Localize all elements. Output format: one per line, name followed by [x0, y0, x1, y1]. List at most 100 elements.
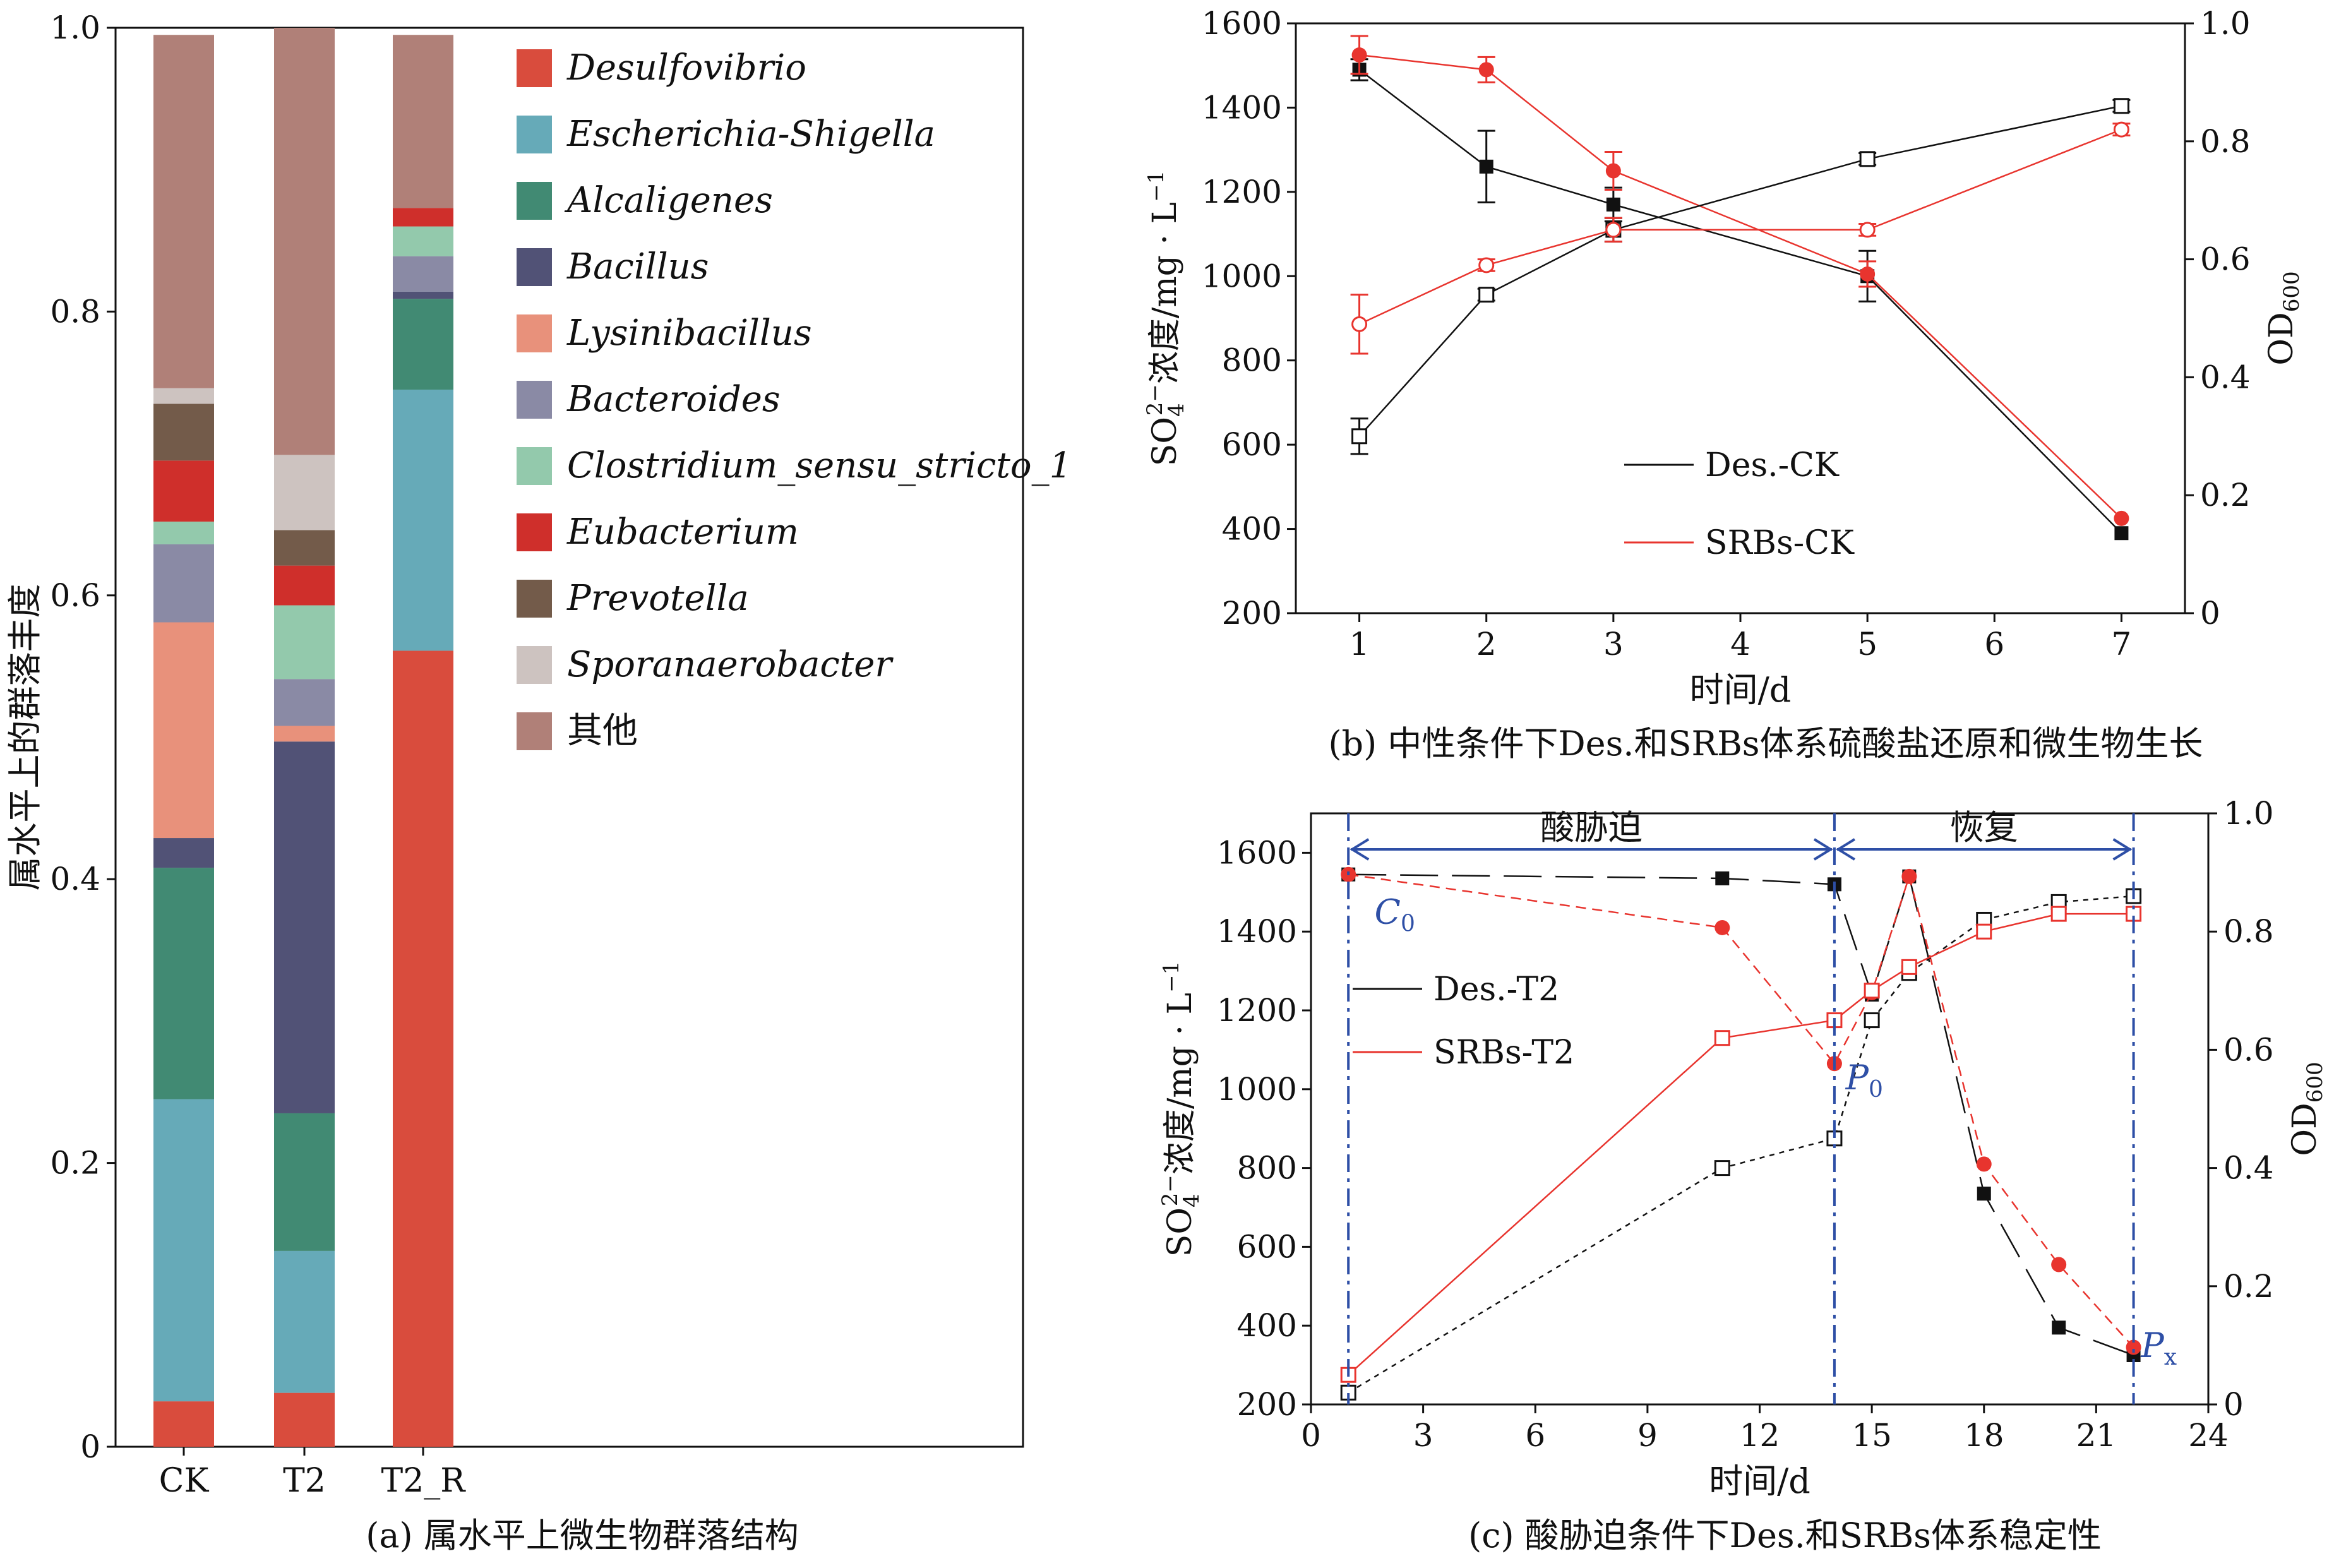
- y-tick-label: 0: [80, 1428, 100, 1465]
- data-point: [1714, 1030, 1730, 1046]
- x-tick-label: 0: [1301, 1417, 1321, 1454]
- data-point: [1860, 266, 1876, 282]
- phase-label: 恢复: [1950, 808, 2018, 847]
- y-tick-label: 0.4: [50, 861, 100, 897]
- legend-label: Eubacterium: [566, 512, 799, 553]
- panel-caption: (c) 酸胁迫条件下Des.和SRBs体系稳定性: [1468, 1516, 2102, 1555]
- y2-tick-label: 0.6: [2223, 1031, 2274, 1068]
- y-tick-label: 1600: [1217, 834, 1297, 871]
- data-point: [1478, 257, 1495, 273]
- bar-segment: [274, 455, 335, 530]
- bar-segment: [153, 622, 214, 839]
- data-point: [1901, 868, 1917, 884]
- y-tick-label: 600: [1222, 426, 1282, 463]
- bar-segment: [393, 650, 453, 1447]
- bar-segment: [393, 208, 453, 227]
- data-point: [2113, 121, 2129, 138]
- x-axis-label: 时间/d: [1709, 1461, 1810, 1501]
- y-axis-label: SO42−浓度/mg · L−1: [1158, 961, 1204, 1257]
- y-tick-label: 1400: [1202, 89, 1282, 126]
- y-tick-label: 200: [1237, 1386, 1297, 1423]
- legend-swatch: [517, 712, 552, 750]
- bar-segment: [393, 389, 453, 651]
- data-point: [1351, 47, 1367, 63]
- legend-label: Clostridium_sensu_stricto_1: [567, 445, 1072, 486]
- y-tick-label: 800: [1237, 1150, 1297, 1187]
- y-tick-label: 0.8: [50, 293, 100, 330]
- y2-tick-label: 1.0: [2223, 795, 2274, 832]
- data-point: [2050, 906, 2067, 922]
- x-tick-label: T2: [283, 1462, 326, 1500]
- y-tick-label: 1000: [1202, 258, 1282, 294]
- x-tick-label: 2: [1476, 626, 1497, 662]
- y-tick-label: 1000: [1217, 1071, 1297, 1108]
- data-point: [2113, 98, 2129, 114]
- legend-swatch: [517, 49, 552, 87]
- x-tick-label: 1: [1350, 626, 1370, 662]
- bar-segment: [274, 565, 335, 606]
- y2-tick-label: 0: [2223, 1386, 2244, 1423]
- y2-tick-label: 0.2: [2223, 1268, 2274, 1305]
- legend-swatch: [517, 646, 552, 684]
- legend-label: Escherichia-Shigella: [566, 114, 935, 155]
- data-point: [2051, 1257, 2067, 1272]
- data-point: [1859, 151, 1876, 167]
- y-tick-label: 1200: [1202, 174, 1282, 210]
- bar-segment: [274, 1113, 335, 1251]
- data-point: [1859, 222, 1876, 238]
- legend-label: Desulfovibrio: [566, 47, 806, 88]
- x-tick-label: 21: [2076, 1417, 2117, 1454]
- data-point: [1606, 197, 1620, 212]
- data-point: [1605, 222, 1622, 238]
- data-point: [1901, 959, 1917, 975]
- legend-label: Alcaligenes: [564, 180, 773, 221]
- legend-label: Prevotella: [566, 578, 749, 619]
- data-point: [2126, 1339, 2141, 1355]
- y-tick-label: 1200: [1217, 992, 1297, 1029]
- data-point: [1715, 919, 1730, 935]
- y-tick-label: 0.6: [50, 577, 100, 614]
- y2-tick-label: 0.2: [2200, 477, 2251, 513]
- bar-segment: [393, 35, 453, 208]
- y2-tick-label: 1.0: [2200, 5, 2251, 42]
- x-tick-label: 6: [1984, 626, 2004, 662]
- legend-label: 其他: [567, 710, 638, 751]
- data-point: [2114, 526, 2129, 541]
- data-point: [1864, 1012, 1880, 1029]
- bar-segment: [153, 838, 214, 868]
- phase-arrowhead-left: [1350, 838, 1370, 861]
- bar-segment: [153, 1099, 214, 1402]
- legend-label: Lysinibacillus: [566, 313, 812, 354]
- y-tick-label: 1400: [1217, 913, 1297, 950]
- y-axis-label: SO42−浓度/mg · L−1: [1142, 171, 1189, 466]
- y-axis-label: 属水平上的群落丰度: [5, 584, 45, 891]
- point-annotation: Px: [2140, 1326, 2177, 1370]
- legend-label: Sporanaerobacter: [567, 644, 894, 685]
- bar-segment: [274, 741, 335, 1113]
- data-point: [2052, 1320, 2066, 1335]
- legend-label: Des.-CK: [1705, 446, 1840, 484]
- x-tick-label: 5: [1857, 626, 1877, 662]
- legend-swatch: [517, 182, 552, 220]
- x-axis-label: 时间/d: [1690, 670, 1792, 710]
- legend-swatch: [517, 314, 552, 352]
- data-point: [1976, 923, 1992, 940]
- bar-segment: [153, 521, 214, 544]
- bar-segment: [274, 530, 335, 566]
- legend-label: Bacillus: [566, 246, 709, 287]
- bar-segment: [153, 868, 214, 1099]
- plot-frame: [1310, 812, 2210, 1406]
- legend-swatch: [517, 381, 552, 419]
- bar-segment: [274, 1392, 335, 1447]
- legend-label: Bacteroides: [566, 379, 781, 420]
- y2-tick-label: 0.4: [2200, 359, 2251, 395]
- bar-segment: [274, 28, 335, 455]
- bar-segment: [274, 605, 335, 679]
- panel-a-stacked-bar-chart: 0 0.2 0.4 0.6 0.8 1.0 属水平上的群落丰度 CK T2 T2_R Desulfo…: [5, 9, 1072, 1555]
- y2-tick-label: 0: [2200, 595, 2220, 631]
- bar-segment: [153, 1401, 214, 1447]
- y2-tick-label: 0.8: [2200, 123, 2251, 160]
- y-tick-label: 400: [1222, 511, 1282, 548]
- y2-tick-label: 0.8: [2223, 913, 2274, 950]
- data-point: [1478, 62, 1494, 78]
